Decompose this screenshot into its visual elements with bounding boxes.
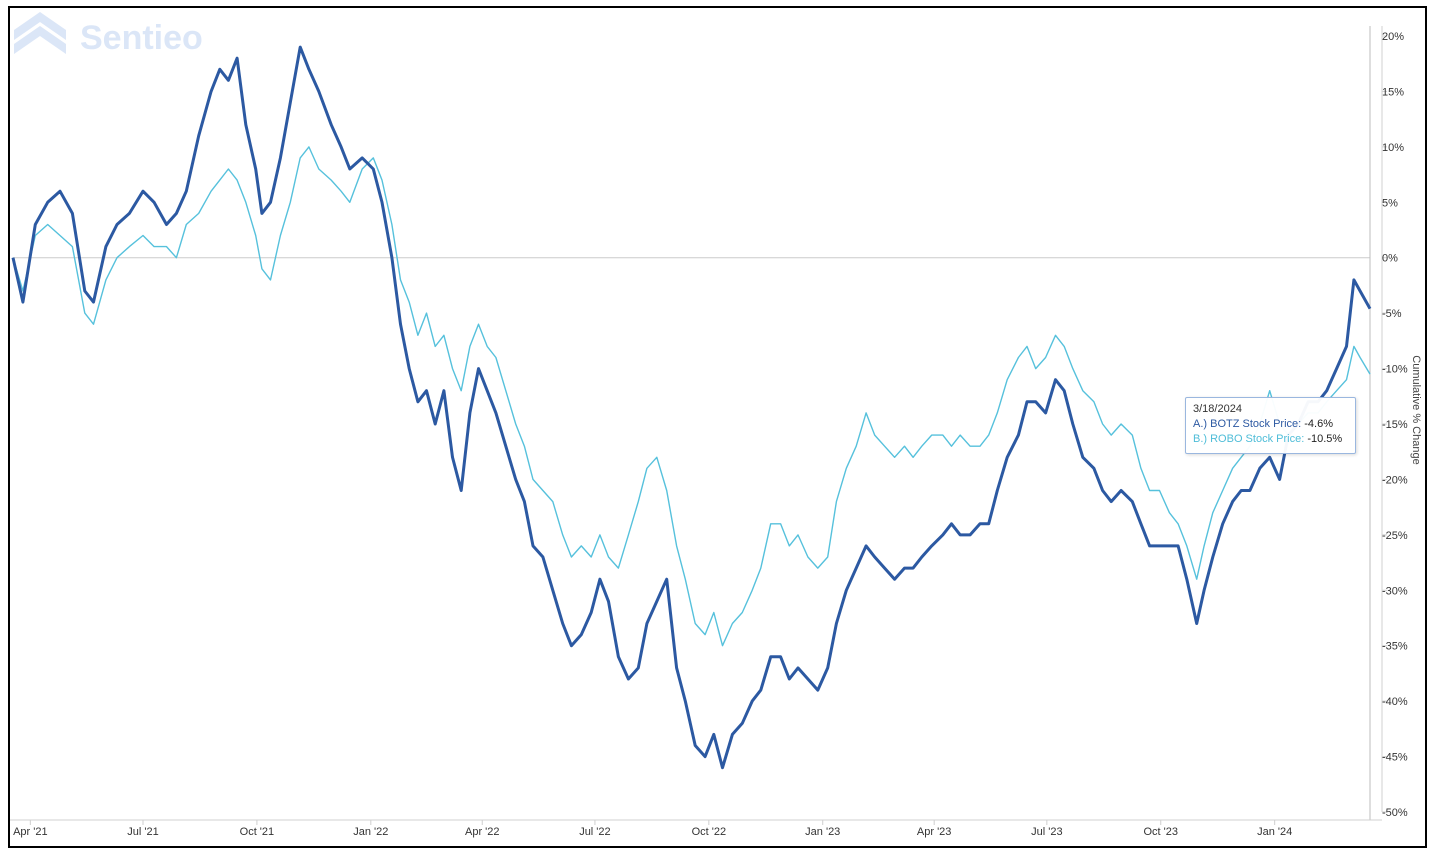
y-tick-label: 5%: [1382, 197, 1398, 209]
tooltip-row-robo: B.) ROBO Stock Price: -10.5%: [1193, 432, 1348, 447]
x-tick-label: Jul '22: [579, 826, 610, 838]
x-tick-label: Jul '21: [127, 826, 158, 838]
y-tick-label: -15%: [1382, 419, 1408, 431]
y-tick-label: 15%: [1382, 86, 1404, 98]
y-tick-label: 10%: [1382, 142, 1404, 154]
series-line-botz: [11, 45, 1372, 770]
x-tick-label: Jan '23: [805, 826, 840, 838]
tooltip-row-botz: A.) BOTZ Stock Price: -4.6%: [1193, 417, 1348, 432]
y-tick-label: 0%: [1382, 253, 1398, 265]
sentieo-logo: Sentieo: [14, 12, 203, 57]
series-lines: [11, 45, 1372, 770]
y-axis: 20% 15% 10% 5% 0% -5% -10% -15% -20% -25% -30% -35%…: [1381, 26, 1408, 819]
y-tick-label: -10%: [1382, 364, 1408, 376]
y-axis-label: Cumulative % Change: [1410, 355, 1422, 464]
sentieo-logo-icon: [14, 12, 66, 54]
y-tick-label: -25%: [1382, 530, 1408, 542]
x-tick-label: Apr '21: [13, 826, 48, 838]
series-line-robo: [12, 146, 1371, 647]
x-tick-label: Apr '23: [917, 826, 952, 838]
tooltip-botz-label: A.) BOTZ Stock Price:: [1193, 418, 1302, 430]
tooltip-robo-label: B.) ROBO Stock Price:: [1193, 433, 1305, 445]
tooltip-robo-value: -10.5%: [1307, 433, 1343, 445]
x-tick-label: Oct '22: [692, 826, 727, 838]
y-tick-label: -30%: [1382, 585, 1408, 597]
y-tick-label: -20%: [1382, 474, 1408, 486]
x-tick-label: Jul '23: [1031, 826, 1062, 838]
tooltip-botz-value: -4.6%: [1304, 418, 1333, 430]
y-tick-label: -35%: [1382, 641, 1408, 653]
x-tick-label: Jan '22: [353, 826, 388, 838]
x-tick-label: Oct '21: [240, 826, 275, 838]
y-tick-label: -40%: [1382, 696, 1408, 708]
hover-tooltip: 3/18/2024 A.) BOTZ Stock Price: -4.6% B.…: [1185, 397, 1356, 454]
x-tick-label: Apr '22: [465, 826, 500, 838]
y-tick-label: -45%: [1382, 752, 1408, 764]
x-axis: Apr '21 Jul '21 Oct '21 Jan '22 Apr '22 Jul '…: [10, 819, 1382, 838]
x-tick-label: Jan '24: [1257, 826, 1292, 838]
tooltip-date: 3/18/2024: [1193, 403, 1242, 415]
y-tick-label: 20%: [1382, 31, 1404, 43]
y-tick-label: -50%: [1382, 807, 1408, 819]
x-tick-label: Oct '23: [1143, 826, 1178, 838]
gridlines: [13, 26, 1371, 820]
sentieo-logo-text: Sentieo: [80, 19, 203, 57]
y-tick-label: -5%: [1382, 308, 1402, 320]
